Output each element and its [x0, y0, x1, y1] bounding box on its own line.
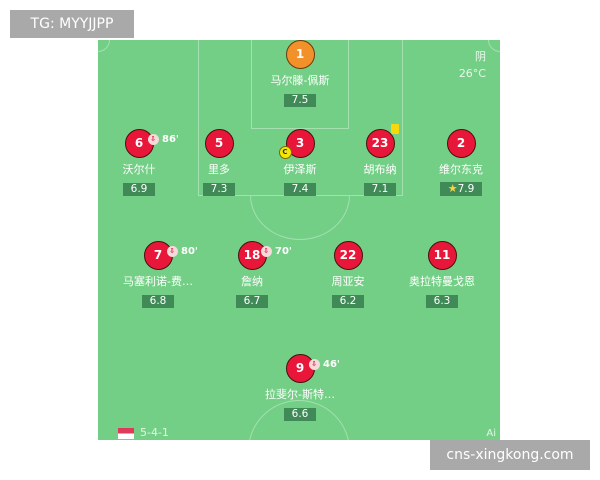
number-text: 22: [339, 248, 357, 262]
substitution: ⇩ 86': [147, 126, 179, 153]
player-11[interactable]: 11 奥拉特曼戈恩 6.3: [397, 241, 487, 308]
sub-minute: 46': [322, 359, 340, 370]
player-number: 1: [285, 40, 315, 69]
player-rating: 6.2: [331, 295, 365, 308]
player-9[interactable]: 9 ⇩ 46' 拉斐尔-斯特… 6.6: [255, 354, 345, 421]
star-icon: ★: [447, 182, 458, 195]
number-text: 11: [433, 248, 451, 262]
substitution-icon: ⇩: [308, 358, 320, 370]
weather-temperature: 26°C: [458, 67, 486, 80]
player-name: 里多: [208, 163, 230, 176]
player-number: 22: [333, 241, 363, 270]
rating-value: 7.4: [291, 183, 309, 195]
rating-value: 7.5: [291, 94, 309, 106]
player-name: 拉斐尔-斯特…: [265, 388, 335, 401]
player-rating: 6.6: [283, 408, 317, 421]
number-text: 2: [456, 136, 466, 150]
rating-value: 6.3: [433, 295, 451, 307]
player-rating: 7.5: [283, 94, 317, 107]
player-name: 周亚安: [331, 275, 365, 288]
player-rating: 6.7: [235, 295, 269, 308]
player-22[interactable]: 22 周亚安 6.2: [303, 241, 393, 308]
substitution-icon: ⇩: [147, 133, 159, 145]
player-name: 胡布纳: [363, 163, 397, 176]
substitution: ⇩ 70': [260, 238, 292, 265]
player-name: 维尔东克: [439, 163, 483, 176]
player-number: 6 ⇩ 86': [124, 129, 179, 158]
rating-value: 6.8: [149, 295, 167, 307]
rating-value: 7.1: [371, 183, 389, 195]
player-name: 伊泽斯: [283, 163, 317, 176]
player-rating: 6.8: [141, 295, 175, 308]
formation: 5-4-1: [118, 426, 169, 439]
player-1[interactable]: 1 马尔滕-佩斯 7.5: [255, 40, 345, 107]
number-text: 7: [153, 248, 163, 262]
player-rating: 7.1: [363, 183, 397, 196]
player-number: 5: [204, 129, 234, 158]
rating-value: 7.9: [457, 183, 475, 195]
player-rating: 7.3: [202, 183, 236, 196]
player-7[interactable]: 7 ⇩ 80' 马塞利诺-费… 6.8: [113, 241, 203, 308]
player-23[interactable]: 23 胡布纳 7.1: [335, 124, 425, 196]
number-text: 18: [243, 248, 261, 262]
corner-arc: [488, 40, 500, 52]
number-text: 6: [134, 136, 144, 150]
watermark-bottom-right: cns-xingkong.com: [430, 440, 590, 470]
player-2[interactable]: 2 维尔东克 ★7.9: [416, 129, 500, 196]
weather: 阴 26°C: [459, 48, 486, 82]
sub-minute: 80': [180, 246, 198, 257]
player-name: 马尔滕-佩斯: [270, 74, 330, 87]
sub-minute: 86': [161, 134, 179, 145]
player-number: 11: [427, 241, 457, 270]
player-rating: 7.4: [283, 183, 317, 196]
player-number: 7 ⇩ 80': [143, 241, 198, 270]
goal-box: [251, 40, 349, 129]
captain-badge: C: [278, 146, 292, 159]
substitution-icon: ⇩: [260, 245, 272, 257]
rating-value: 6.7: [243, 295, 261, 307]
formation-label: 5-4-1: [140, 426, 169, 439]
player-number: 9 ⇩ 46': [285, 354, 340, 383]
rating-value: 6.9: [130, 183, 148, 195]
number-text: 23: [371, 136, 389, 150]
yellow-card-icon: [390, 124, 399, 134]
substitution: ⇩ 80': [166, 238, 198, 265]
rating-value: 7.3: [210, 183, 228, 195]
substitution-icon: ⇩: [166, 245, 178, 257]
player-rating: 6.3: [425, 295, 459, 308]
player-name: 沃尔什: [122, 163, 156, 176]
app-logo-icon: Ai: [486, 428, 496, 439]
player-number: 2: [446, 129, 476, 158]
rating-value: 6.6: [291, 408, 309, 420]
rating-value: 6.2: [339, 295, 357, 307]
weather-condition: 阴: [475, 50, 486, 63]
team-flag-icon: [118, 427, 134, 439]
number-text: 3: [295, 136, 305, 150]
player-name: 詹纳: [241, 275, 263, 288]
player-name: 马塞利诺-费…: [123, 275, 193, 288]
substitution: ⇩ 46': [308, 351, 340, 378]
player-name: 奥拉特曼戈恩: [409, 275, 475, 288]
number-text: 9: [295, 361, 305, 375]
number-text: 1: [295, 47, 305, 61]
player-number: 23: [365, 124, 399, 158]
player-18[interactable]: 18 ⇩ 70' 詹纳 6.7: [207, 241, 297, 308]
number-text: 5: [214, 136, 224, 150]
corner-arc: [98, 40, 110, 52]
player-5[interactable]: 5 里多 7.3: [174, 129, 264, 196]
player-rating: 6.9: [122, 183, 156, 196]
player-6[interactable]: 6 ⇩ 86' 沃尔什 6.9: [98, 129, 184, 196]
player-number: 18 ⇩ 70': [237, 241, 292, 270]
pitch: 阴 26°C 1 马尔滕-佩斯 7.5 6 ⇩ 86' 沃尔什 6.9 5 里多 7.…: [98, 40, 500, 440]
sub-minute: 70': [274, 246, 292, 257]
player-rating: ★7.9: [439, 182, 483, 196]
watermark-top-left: TG: MYYJJPP: [10, 10, 134, 38]
